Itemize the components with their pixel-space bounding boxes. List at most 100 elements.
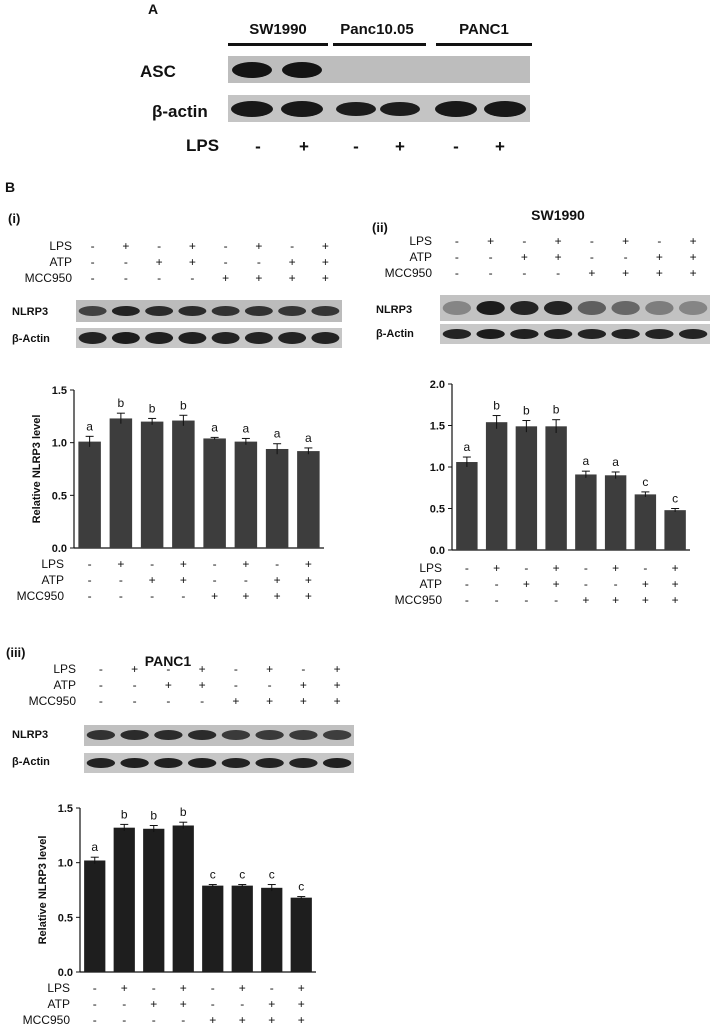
sign-mcc950: - [495, 593, 499, 607]
sign-atp: - [91, 255, 95, 269]
sign-mcc950: - [124, 271, 128, 285]
bar [664, 510, 686, 550]
significance-label: c [642, 475, 648, 489]
cell-line-sw1990: SW1990 [249, 21, 307, 38]
sign-lps: - [211, 981, 215, 995]
sign-atp: + [521, 250, 528, 264]
sign-mcc950: + [672, 593, 679, 607]
sign-mcc950: + [274, 589, 281, 603]
significance-label: a [86, 419, 93, 433]
sign-atp: - [590, 250, 594, 264]
sign-lps: - [150, 557, 154, 571]
significance-label: b [493, 399, 500, 413]
significance-label: b [121, 807, 128, 821]
significance-label: c [269, 868, 275, 882]
band [78, 306, 107, 316]
sign-mcc950: - [91, 271, 95, 285]
sign-atp: - [257, 255, 261, 269]
sign-mcc950: - [522, 266, 526, 280]
sign-lps: + [322, 239, 329, 253]
sign-mcc950: + [239, 1013, 246, 1027]
bar [575, 474, 597, 550]
band [289, 758, 318, 768]
sign-mcc950: - [200, 694, 204, 708]
band [577, 329, 607, 339]
sign-mcc950: - [150, 589, 154, 603]
sign-mcc950: + [690, 266, 697, 280]
band [476, 301, 505, 315]
sign-lps: - [99, 662, 103, 676]
sign-mcc950: + [582, 593, 589, 607]
sign-atp: + [523, 577, 530, 591]
band [78, 332, 107, 344]
band [510, 329, 539, 339]
sign-atp: + [300, 678, 307, 692]
bar [203, 438, 226, 548]
y-tick-label: 0.5 [430, 504, 445, 516]
blot-beta-actin [228, 95, 530, 122]
row-label-lps: LPS [41, 557, 64, 571]
band [442, 301, 472, 315]
bar [113, 827, 135, 972]
y-tick-label: 1.5 [58, 803, 73, 815]
band [211, 332, 240, 344]
sign-lps: + [117, 557, 124, 571]
sign-mcc950: + [622, 266, 629, 280]
subpanel-iii-title: PANC1 [145, 653, 192, 669]
band [311, 306, 340, 316]
sign-lps: + [334, 662, 341, 676]
sign-mcc950: + [289, 271, 296, 285]
bands-a-actin [231, 101, 526, 117]
sign-mcc950: - [157, 271, 161, 285]
sign-mcc950: + [656, 266, 663, 280]
sign-atp: - [244, 573, 248, 587]
band [178, 306, 207, 316]
sign-lps: + [305, 557, 312, 571]
y-tick-label: 1.0 [58, 858, 73, 870]
band [111, 306, 140, 316]
sign-lps: - [234, 662, 238, 676]
sign-atp: - [211, 997, 215, 1011]
sign-lps: - [93, 981, 97, 995]
bar [109, 418, 133, 548]
row-label-mcc950: MCC950 [23, 1013, 71, 1027]
sign-atp: + [180, 997, 187, 1011]
significance-label: b [149, 401, 156, 415]
band [645, 301, 674, 315]
sign-lps: + [239, 981, 246, 995]
sign-atp: - [584, 577, 588, 591]
significance-label: b [553, 403, 560, 417]
y-tick-label: 1.0 [52, 438, 67, 450]
sign-lps: + [255, 239, 262, 253]
cell-line-panc1: PANC1 [459, 21, 509, 38]
sign-lps: - [270, 981, 274, 995]
y-tick-label: 1.0 [430, 462, 445, 474]
sign-lps: + [122, 239, 129, 253]
sign-lps: + [199, 662, 206, 676]
band [255, 730, 284, 740]
band [577, 301, 607, 315]
sign-lps: + [180, 981, 187, 995]
sign-mcc950: + [242, 589, 249, 603]
band-asc [282, 62, 322, 78]
row-label-atp: ATP [54, 678, 76, 692]
band [244, 306, 273, 316]
band [611, 301, 640, 315]
sign-atp: + [149, 573, 156, 587]
subpanel-iii-label: (iii) [6, 645, 26, 660]
row-label-mcc950: MCC950 [29, 694, 77, 708]
significance-label: b [118, 396, 125, 410]
sign-lps: + [189, 239, 196, 253]
sign-mcc950: - [88, 589, 92, 603]
y-tick-label: 0.5 [58, 912, 73, 924]
sign-atp: + [150, 997, 157, 1011]
sign-mcc950: - [119, 589, 123, 603]
sign-atp: + [690, 250, 697, 264]
significance-label: a [91, 840, 98, 854]
underline-panc1005 [333, 43, 426, 46]
band [221, 730, 251, 740]
panel-b-label: B [5, 179, 15, 195]
sign-mcc950: + [266, 694, 273, 708]
bar-charts: 0.0 0.5 1.0 1.5 Relative NLRP3 level a b b b a a a a… [17, 379, 690, 1027]
lps-sign: + [495, 137, 505, 156]
